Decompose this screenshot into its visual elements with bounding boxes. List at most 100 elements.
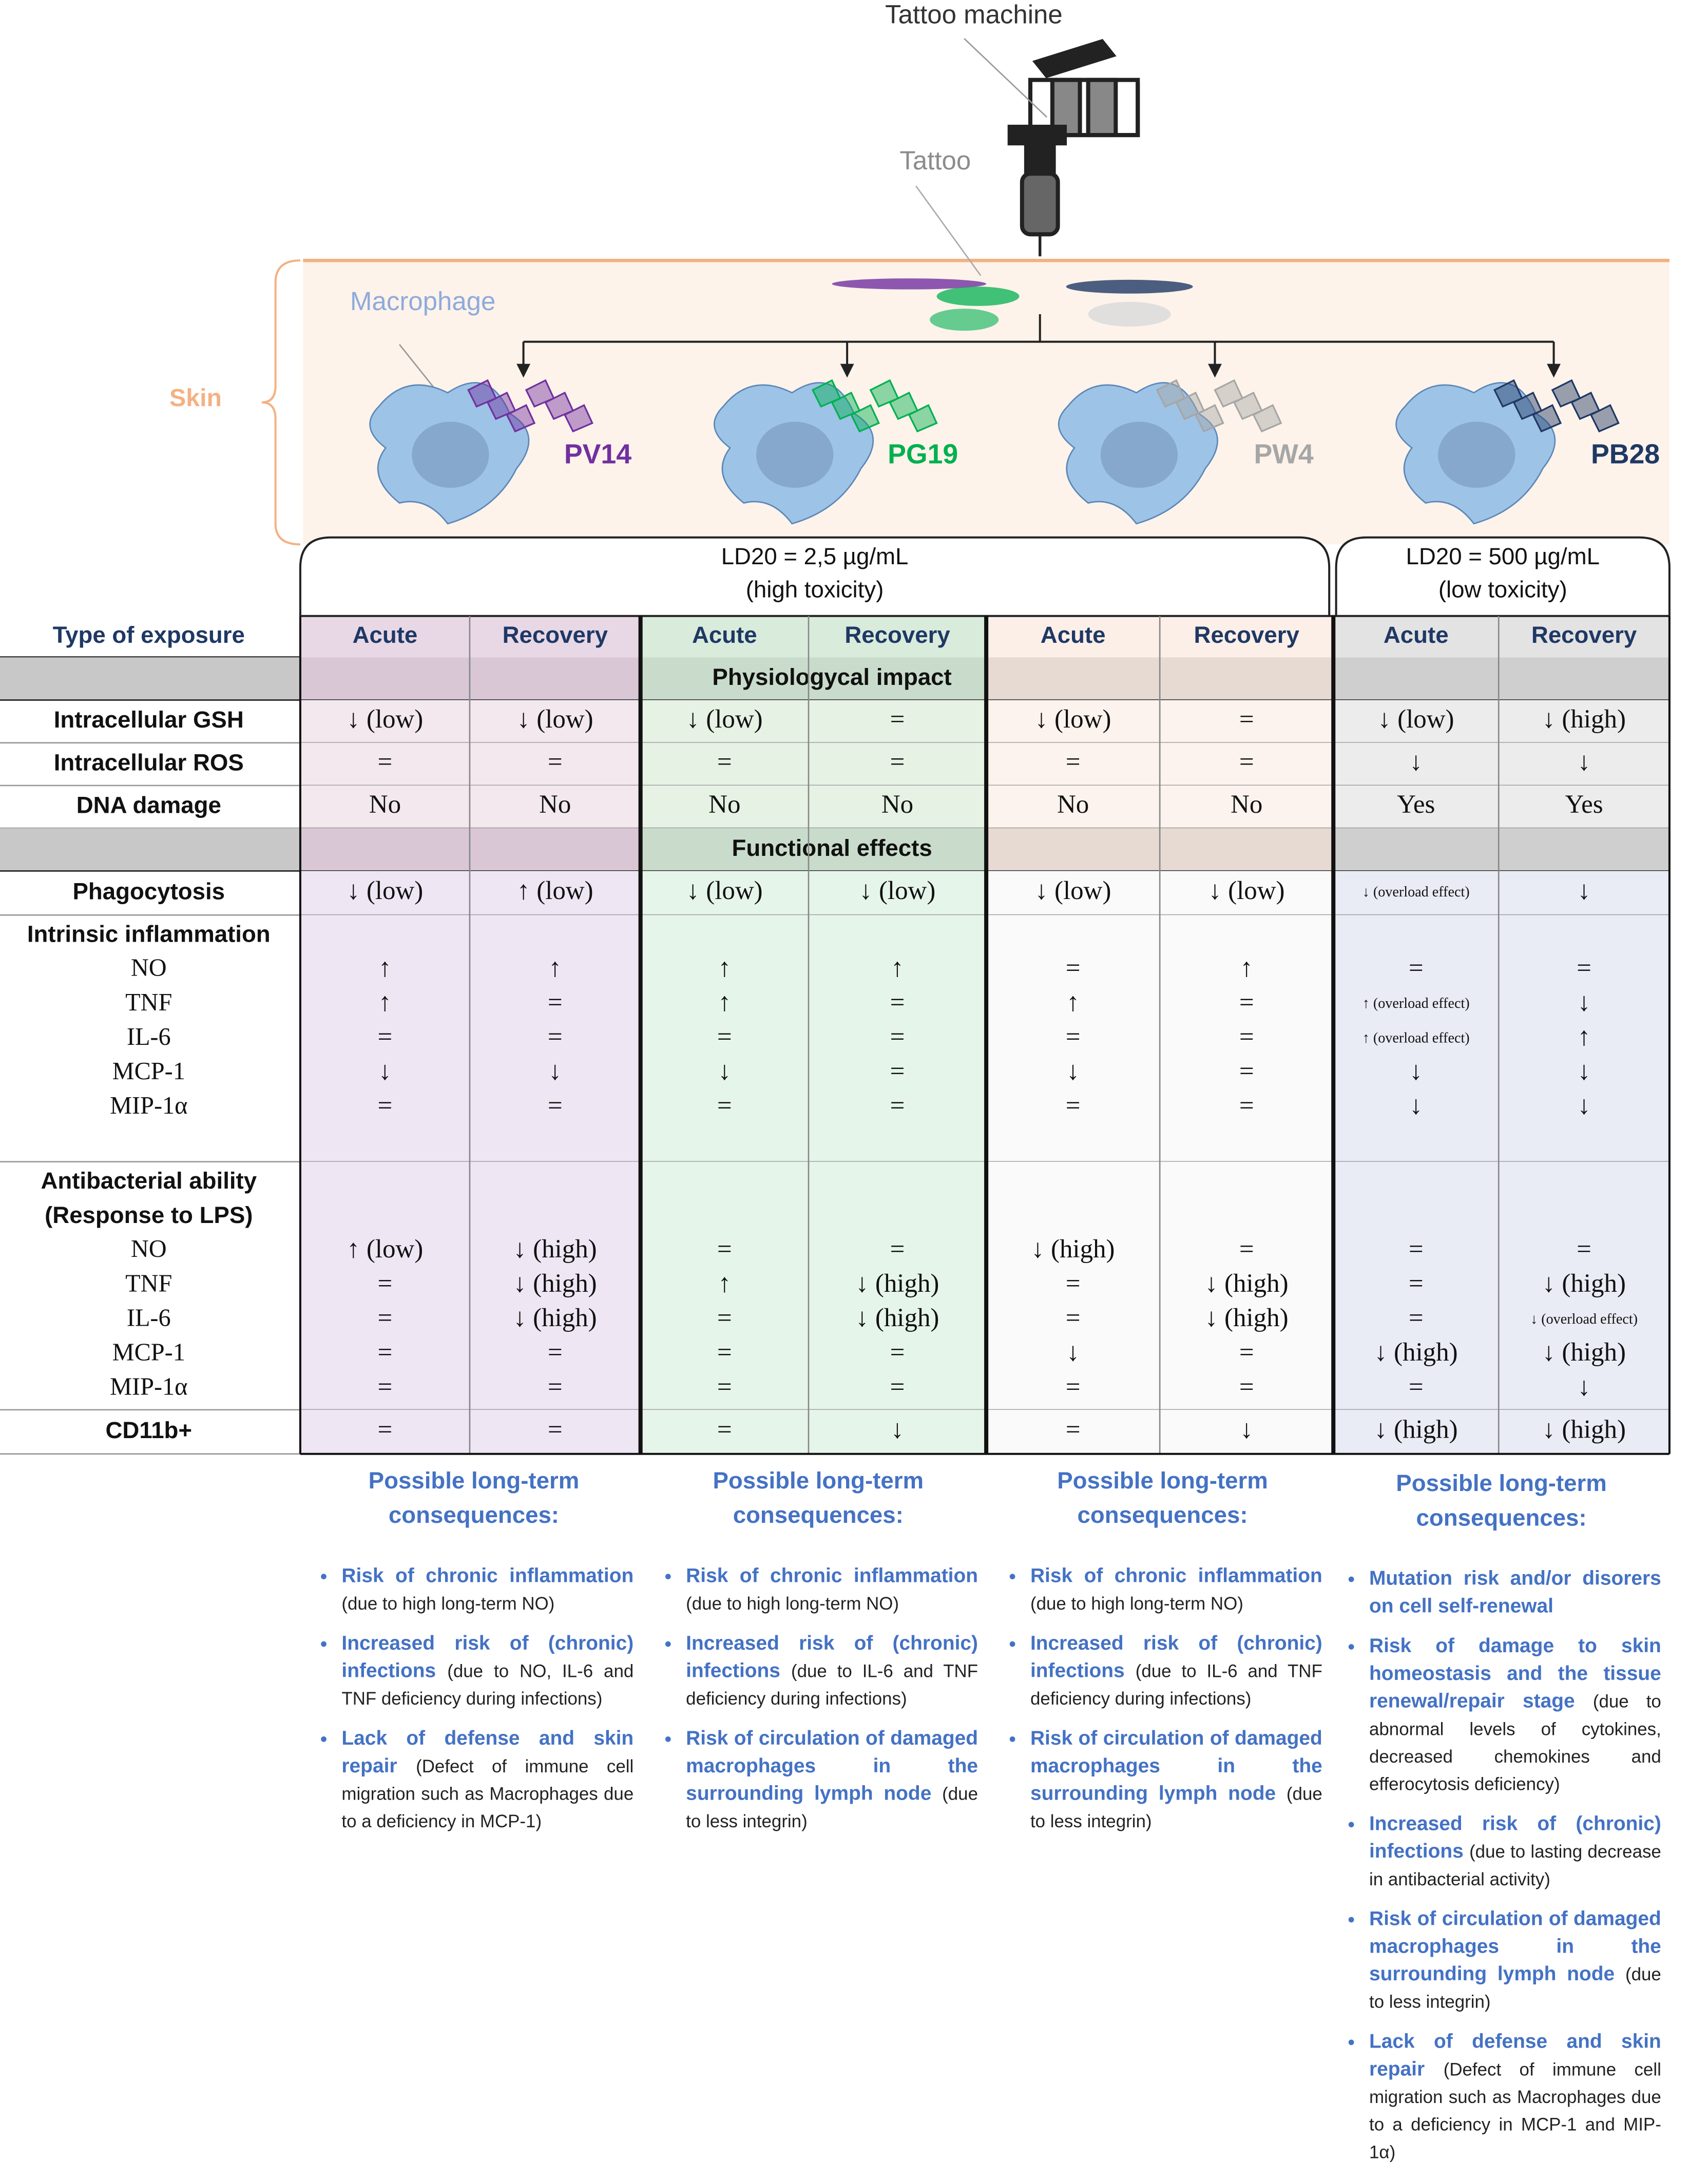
cell: ↓ (low) — [1378, 705, 1454, 734]
section-bar — [0, 657, 300, 700]
cell: = — [1239, 988, 1254, 1017]
cell: ↓ — [378, 1057, 391, 1086]
cell: = — [378, 1304, 393, 1332]
consequence: Risk of circulation of damaged macrophag… — [1030, 1725, 1322, 1836]
cell: ↓ (high) — [1031, 1235, 1115, 1264]
cell: = — [548, 748, 563, 776]
consequence-risk: Risk of circulation of damaged macrophag… — [1030, 1728, 1322, 1806]
cell: = — [1066, 1023, 1081, 1052]
cell: = — [378, 1269, 393, 1298]
column-header: Recovery — [845, 622, 950, 648]
cell: = — [1239, 1057, 1254, 1086]
consequence-risk: Risk of chronic inflammation — [686, 1565, 978, 1588]
consequence-cause: (due to NO, IL-6 and TNF deficiency duri… — [341, 1660, 634, 1709]
header-cell — [986, 616, 1160, 658]
consequence-cause: (due to lasting decrease in antibacteria… — [1369, 1841, 1661, 1889]
cell: ↑ — [1066, 988, 1079, 1017]
section-cell — [469, 828, 641, 871]
header-cell — [300, 616, 470, 658]
cell-bg — [300, 1161, 470, 1410]
cell-bg — [1499, 785, 1669, 829]
toxicity-box — [1335, 536, 1671, 616]
cell: ↓ — [1240, 1415, 1253, 1444]
cell-bg — [1333, 1409, 1499, 1454]
consequence-risk: Increased risk of (chronic) infections — [1369, 1813, 1661, 1863]
cell: ↓ — [1066, 1338, 1079, 1367]
cell-bg — [1160, 785, 1334, 829]
cell: ↓ (overload effect) — [1362, 884, 1470, 900]
cell: ↓ — [549, 1057, 562, 1086]
pigment-crystal — [563, 404, 593, 433]
pigment-crystal — [1194, 404, 1224, 433]
cell-bg — [469, 742, 641, 786]
cell: = — [548, 1415, 563, 1444]
cell: ↓ (low) — [347, 876, 424, 905]
consequences-title: Possible long-term consequences: — [368, 1467, 580, 1528]
section-cell — [300, 828, 470, 871]
pigment-crystal — [506, 404, 536, 433]
toxicity-dose: LD20 = 2,5 µg/mL — [721, 543, 909, 569]
cell: ↓ (high) — [1542, 705, 1626, 734]
nucleus — [756, 422, 834, 488]
section-cell — [986, 828, 1160, 871]
cell-bg — [1160, 915, 1334, 1162]
cell-bg — [986, 1409, 1160, 1454]
row-label: Intracellular ROS — [54, 749, 244, 775]
cell-bg — [1499, 700, 1669, 743]
cell-bg — [640, 700, 809, 743]
cell: = — [378, 748, 393, 776]
column-header: Acute — [1384, 622, 1449, 648]
cell: = — [548, 1338, 563, 1367]
cell: ↓ (high) — [1374, 1338, 1458, 1367]
sub-label: NO — [131, 954, 167, 982]
cell-bg — [1160, 1161, 1334, 1410]
arrow-head — [516, 364, 530, 378]
cell-bg — [986, 700, 1160, 743]
row-header: Type of exposure — [53, 622, 245, 648]
cell-bg — [1333, 700, 1499, 743]
cell-bg — [808, 742, 987, 786]
cell: = — [1239, 1372, 1254, 1401]
cell: = — [1239, 1092, 1254, 1120]
consequence-cause: (due to less integrin) — [686, 1783, 978, 1832]
consequences: Possible long-term consequences: Mutation… — [1341, 1466, 1661, 2179]
consequence-cause: (due to IL-6 and TNF deficiency during i… — [1030, 1660, 1322, 1709]
arrow-head — [1208, 364, 1222, 378]
cell-bg — [469, 871, 641, 915]
pigment-crystal — [850, 404, 880, 433]
cell-bg — [1160, 700, 1334, 743]
cell: No — [1057, 790, 1089, 819]
cell: = — [1409, 1372, 1424, 1401]
consequence-risk: Risk of chronic inflammation — [341, 1565, 634, 1588]
cell: ↑ — [378, 953, 391, 982]
cell-bg — [1333, 871, 1499, 915]
consequence: Increased risk of (chronic) infections (… — [686, 1630, 978, 1713]
cell: ↓ — [1578, 1092, 1590, 1120]
consequence-risk: Lack of defense and skin repair — [341, 1728, 634, 1778]
cell-bg — [640, 742, 809, 786]
cell: ↓ (high) — [1542, 1415, 1626, 1444]
sub-label: NO — [131, 1235, 167, 1263]
cell: = — [378, 1338, 393, 1367]
consequences: Possible long-term consequences: Risk of … — [314, 1464, 634, 1848]
column-header: Recovery — [1194, 622, 1300, 648]
cell: = — [890, 1338, 905, 1367]
cell: = — [378, 1415, 393, 1444]
toxicity-box — [299, 536, 1331, 616]
consequence-list: Risk of chronic inflammation (due to hig… — [1003, 1563, 1322, 1836]
consequence-list: Risk of chronic inflammation (due to hig… — [314, 1563, 634, 1836]
cell-bg — [469, 1409, 641, 1454]
cell-bg — [1499, 1161, 1669, 1410]
section-cell — [469, 657, 641, 700]
cell: ↑ (low) — [517, 876, 593, 905]
cell: = — [1239, 748, 1254, 776]
pigment-name: PB28 — [1591, 439, 1660, 470]
section-cell — [1333, 657, 1499, 700]
arrow-head — [840, 364, 854, 378]
cell: = — [1066, 1269, 1081, 1298]
consequence-cause: (due to less integrin) — [1369, 1963, 1661, 2012]
consequence: Risk of circulation of damaged macrophag… — [1369, 1906, 1661, 2016]
cell: ↓ (low) — [347, 705, 424, 734]
cell-bg — [1160, 871, 1334, 915]
header-cell — [640, 616, 809, 658]
